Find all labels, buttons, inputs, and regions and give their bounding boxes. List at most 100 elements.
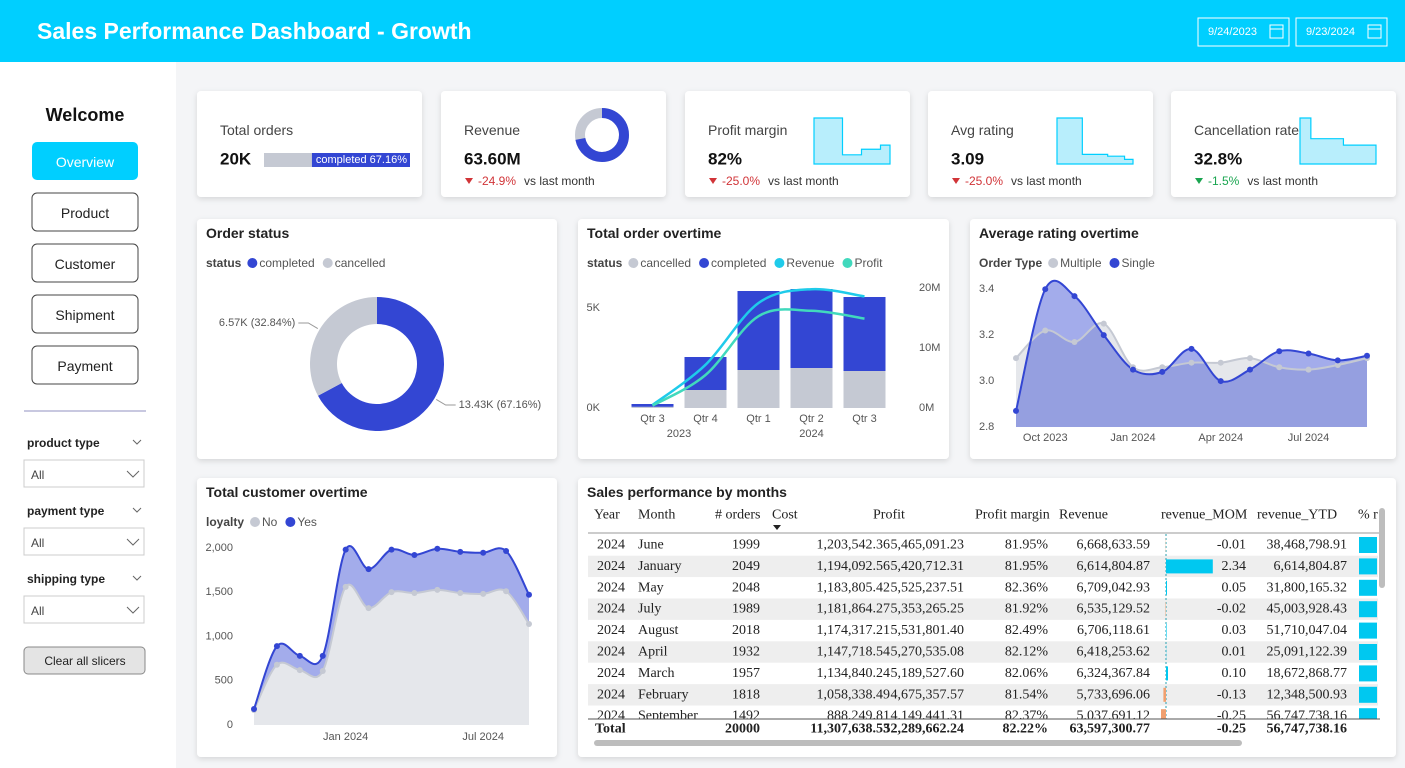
table-cell: 1989 xyxy=(732,602,760,617)
area xyxy=(254,584,529,725)
x-group-label: 2023 xyxy=(667,428,691,440)
marker xyxy=(1071,293,1078,300)
y2-tick-label: 20M xyxy=(919,282,940,294)
kpi-card xyxy=(1171,91,1396,197)
marker xyxy=(1305,350,1312,357)
marker xyxy=(1334,357,1341,364)
row-stripe xyxy=(588,641,1378,663)
dropdown[interactable] xyxy=(23,527,145,556)
nav-button[interactable] xyxy=(31,294,139,334)
chart-card xyxy=(197,219,557,459)
table-cell: 5,531,801.40 xyxy=(891,623,965,638)
welcome: Welcome xyxy=(46,105,125,125)
table-cell: 5,270,535.08 xyxy=(891,645,965,660)
nav-button[interactable] xyxy=(32,142,138,180)
table-cell: 6,614,804.87 xyxy=(1077,559,1151,574)
dropdown[interactable] xyxy=(23,595,145,624)
data-label: 6.57K (32.84%) xyxy=(219,317,295,329)
column-header: Cost xyxy=(772,508,798,523)
x-tick-label: Jul 2024 xyxy=(462,731,504,743)
total-cell: 56,747,738.16 xyxy=(1267,722,1348,737)
x-tick-label: Qtr 4 xyxy=(693,413,717,425)
kpi-value: 3.09 xyxy=(951,150,984,169)
legend-title: status xyxy=(587,256,623,270)
legend-swatch xyxy=(842,258,853,268)
table-cell: 2.34 xyxy=(1222,559,1247,574)
table-cell: 6,706,118.61 xyxy=(1077,623,1150,638)
marker xyxy=(457,548,464,555)
y-tick-label: 500 xyxy=(215,675,233,687)
marker xyxy=(1305,366,1312,373)
y-tick-label: 0 xyxy=(227,719,233,731)
marker xyxy=(296,652,303,659)
header-bar xyxy=(0,0,1405,62)
kpi-change: -25.0% xyxy=(965,174,1003,188)
legend-label: cancelled xyxy=(335,256,386,270)
table-title: Sales performance by months xyxy=(587,484,787,500)
change-arrow xyxy=(465,178,473,184)
marker xyxy=(1013,407,1019,414)
pie-slice xyxy=(317,297,444,431)
chart-title: Average rating overtime xyxy=(979,225,1139,241)
dropdown-value: All xyxy=(31,604,44,618)
chart-card xyxy=(970,219,1396,459)
nav-label: Shipment xyxy=(55,307,114,323)
legend-swatch xyxy=(1048,258,1059,268)
legend-title: status xyxy=(206,256,242,270)
nav-button[interactable] xyxy=(31,243,139,283)
legend-swatch xyxy=(285,517,296,527)
marker xyxy=(296,667,303,674)
chart-title: Total order overtime xyxy=(587,225,722,241)
end-date-picker[interactable] xyxy=(1295,17,1388,47)
mom-bar xyxy=(1163,687,1166,702)
legend-title: loyalty xyxy=(206,515,244,529)
marker xyxy=(1364,352,1370,359)
table-cell: March xyxy=(638,666,675,681)
horizontal-scrollbar[interactable] xyxy=(594,740,1242,746)
vertical-scrollbar[interactable] xyxy=(1379,508,1385,588)
nav-button[interactable] xyxy=(31,345,139,385)
marker xyxy=(365,566,372,573)
pct-bar xyxy=(1359,622,1377,639)
marker xyxy=(1013,355,1019,362)
y-tick-label: 1,500 xyxy=(205,586,233,598)
leader-line xyxy=(298,322,319,330)
area xyxy=(1016,280,1367,427)
table-cell: 5,465,091.23 xyxy=(891,538,965,553)
table: Year Month # orders Cost Profit Profit margin… xyxy=(588,508,1380,737)
pct-bar xyxy=(1359,601,1377,618)
marker xyxy=(342,546,349,553)
start-date-picker[interactable] xyxy=(1197,17,1290,47)
total-cell: 52,289,662.24 xyxy=(884,722,965,737)
column-header: # orders xyxy=(715,508,761,523)
kpi-card xyxy=(928,91,1153,197)
marker xyxy=(1217,359,1224,366)
line xyxy=(651,308,865,407)
row-stripe xyxy=(588,684,1378,706)
clear-button[interactable] xyxy=(23,646,146,675)
x-tick-label: Jul 2024 xyxy=(1288,432,1330,444)
kpi-sparkline xyxy=(813,117,891,165)
dropdown[interactable] xyxy=(23,459,145,488)
table-cell: 4,149,441.31 xyxy=(891,709,965,724)
y-tick-label: 1,000 xyxy=(205,630,233,642)
nav-button[interactable] xyxy=(31,192,139,232)
data-label: 13.43K (67.16%) xyxy=(459,399,542,411)
table-cell: 1932 xyxy=(732,645,760,660)
kpi-value: 63.60M xyxy=(464,150,521,169)
table-cell: 0.03 xyxy=(1222,623,1247,638)
marker xyxy=(411,590,418,597)
legend-label: completed xyxy=(259,256,314,270)
marker xyxy=(411,551,418,558)
marker xyxy=(526,591,532,598)
pct-bar xyxy=(1359,644,1377,660)
marker xyxy=(365,605,372,612)
table-cell: 888,249.81 xyxy=(827,709,890,724)
legend-label: completed xyxy=(711,256,766,270)
marker xyxy=(434,586,441,593)
kpi-comparison: vs last month xyxy=(1011,174,1082,188)
mom-bar xyxy=(1166,666,1168,681)
table-cell: 31,800,165.32 xyxy=(1267,580,1348,595)
legend-label: Revenue xyxy=(786,256,834,270)
total-cell: 82.22% xyxy=(1003,722,1049,737)
